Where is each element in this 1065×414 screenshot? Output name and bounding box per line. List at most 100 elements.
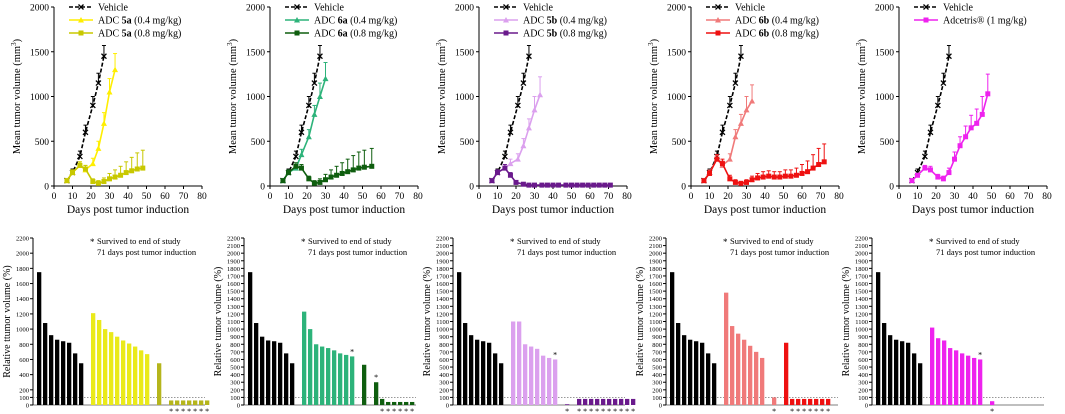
legend: Vehicle ADC 5a (0.4 mg/kg) ADC 5a (0.8 mg/…	[69, 3, 181, 40]
bar	[700, 342, 705, 405]
bar	[73, 353, 78, 405]
legend-marker	[294, 4, 300, 10]
bar	[121, 340, 126, 405]
bar	[205, 400, 210, 405]
bar	[802, 398, 807, 405]
data-point	[805, 169, 811, 175]
data-point	[799, 170, 805, 176]
bar	[894, 339, 899, 405]
legend-marker	[78, 17, 84, 23]
legend-marker	[294, 30, 300, 36]
series-3	[64, 149, 146, 186]
bar	[362, 364, 367, 405]
y-tick-label: 2100	[649, 243, 662, 250]
data-point	[732, 80, 739, 87]
data-point	[727, 176, 733, 182]
bar-star: *	[595, 407, 599, 414]
bar	[481, 341, 486, 405]
data-point	[101, 179, 107, 185]
y-tick-label: 600	[652, 357, 662, 364]
y-tick-label: 1300	[436, 304, 449, 311]
bar-star: *	[386, 407, 390, 414]
y-tick-label: 0	[446, 403, 449, 410]
bar-star: *	[565, 407, 569, 414]
y-tick-label: 1300	[649, 304, 662, 311]
y-tick-label: 1000	[875, 93, 894, 103]
bar	[127, 343, 132, 405]
data-point	[766, 173, 772, 179]
bar	[942, 340, 947, 405]
y-tick-label: 100	[19, 395, 29, 402]
bar-star: *	[199, 407, 203, 414]
annotation-star: *	[723, 237, 728, 247]
data-point	[323, 177, 328, 183]
data-point	[306, 176, 312, 182]
bar	[706, 353, 711, 405]
data-point	[544, 182, 550, 188]
y-tick-label: 2100	[227, 243, 240, 250]
data-point	[816, 162, 822, 168]
bar	[493, 353, 498, 405]
x-tick-label: 0	[52, 192, 57, 202]
y-tick-label: 900	[652, 334, 662, 341]
data-point	[701, 178, 707, 184]
data-point	[311, 111, 318, 117]
bar-star: *	[796, 407, 800, 414]
x-tick-label: 10	[705, 192, 715, 202]
annotation-star: *	[510, 237, 515, 247]
y-tick-label: 1500	[30, 48, 49, 58]
series-2	[909, 73, 991, 184]
y-tick-label: 2000	[436, 251, 449, 258]
bar	[625, 398, 630, 405]
data-point	[286, 170, 291, 176]
y-tick-label: 1000	[649, 327, 662, 334]
data-point	[140, 165, 146, 171]
data-point	[339, 170, 345, 176]
data-point	[580, 182, 586, 188]
bar	[278, 342, 283, 405]
y-tick-label: 1900	[649, 258, 662, 265]
data-point	[70, 170, 75, 176]
y-axis-label: Mean tumor volume (mm3)	[435, 38, 448, 154]
data-point	[755, 175, 761, 181]
bar-star: *	[553, 350, 557, 359]
data-point	[974, 120, 980, 126]
bar	[876, 272, 881, 405]
y-tick-label: 800	[230, 342, 240, 349]
bar	[978, 359, 983, 405]
x-tick-label: 50	[779, 192, 789, 202]
bar	[115, 336, 120, 405]
bar	[990, 401, 995, 405]
bar	[972, 357, 977, 405]
y-tick-label: 200	[230, 387, 240, 394]
x-tick-label: 70	[179, 192, 189, 202]
data-point	[298, 165, 304, 171]
bar	[772, 397, 777, 405]
x-tick-label: 0	[689, 192, 694, 202]
y-tick-label: 1200	[649, 311, 662, 318]
data-point	[726, 156, 733, 162]
bar	[688, 339, 693, 405]
y-tick-label: 800	[652, 342, 662, 349]
annotation-star: *	[301, 237, 306, 247]
bar-star: *	[607, 407, 611, 414]
bar	[404, 401, 409, 405]
x-tick-label: 60	[797, 192, 807, 202]
bar	[392, 401, 397, 405]
x-tick-label: 0	[268, 192, 273, 202]
bar-chart-5: 0100200300400500600700800900100011001200…	[841, 236, 1044, 414]
y-tick-label: 1800	[227, 266, 240, 273]
y-tick-label: 100	[858, 395, 868, 402]
data-point	[322, 75, 329, 82]
y-tick-label: 1700	[436, 273, 449, 280]
data-point	[979, 111, 985, 117]
bar-star: *	[410, 407, 414, 414]
y-tick-label: 1100	[227, 319, 240, 326]
y-tick-label: 2200	[227, 236, 240, 243]
bar	[49, 335, 54, 405]
data-point	[298, 129, 305, 136]
y-tick-label: 1400	[649, 296, 662, 303]
x-tick-label: 40	[123, 192, 133, 202]
bar	[463, 323, 468, 405]
bar	[175, 400, 180, 405]
